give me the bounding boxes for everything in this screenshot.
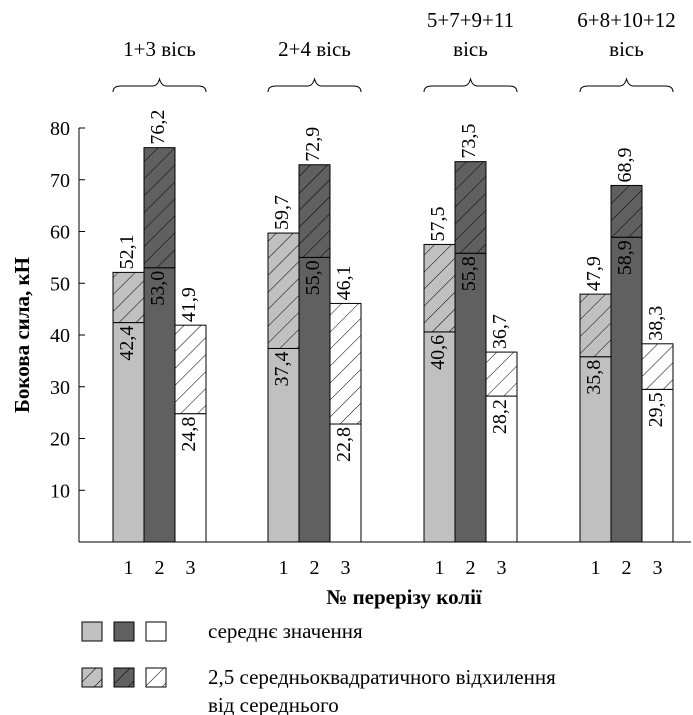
bar-mean-label: 37,4 [271,351,293,386]
bar-mean-label: 42,4 [116,326,138,361]
bar-total-label: 57,5 [427,206,449,241]
group-title-line: вісь [453,37,488,61]
bar-mean [454,252,487,543]
bar-mean [174,413,207,543]
x-tick-label: 3 [653,557,663,579]
bar-mean [329,423,362,543]
group-brace [423,77,518,93]
bar-mean [485,395,518,543]
group-brace [112,77,207,93]
x-tick-label: 1 [279,557,289,579]
bar-deviation [174,324,207,415]
bar-mean [423,331,456,543]
bar-deviation [267,232,300,349]
x-tick-label: 2 [310,557,320,579]
bar-group: 1+3 вісь 52,1 42,4 1 76,2 53,0 2 41,9 24,8 3 [112,37,207,579]
bar-deviation [423,243,456,333]
legend-item: середнє значення [81,619,363,643]
group-title-line: 2+4 вісь [278,37,351,61]
bar-mean [610,236,643,543]
bar-mean-label: 29,5 [645,392,667,427]
legend-swatch [81,621,103,642]
legend-swatch [113,621,135,642]
bar-mean-label: 22,8 [333,427,355,462]
x-tick-label: 1 [435,557,445,579]
bar-deviation [298,164,331,258]
bar-mean-label: 35,8 [583,360,605,395]
bar-group: 6+8+10+12 вісь 47,9 35,8 1 68,9 58,9 2 38,3 29,5 3 [577,8,676,579]
group-title-line: 5+7+9+11 [427,8,514,32]
group-title-line: вісь [609,37,644,61]
y-ticks: 10 20 30 40 50 60 70 80 [50,118,85,502]
group-brace [579,77,674,93]
bar-total-label: 52,1 [116,234,138,269]
group-brace [267,77,362,93]
bar-deviation [329,302,362,425]
x-tick-label: 2 [622,557,632,579]
x-tick-label: 3 [186,557,196,579]
bar-total-label: 41,9 [178,287,200,322]
bar-mean-label: 53,0 [147,271,169,306]
y-tick-label: 10 [50,480,70,502]
y-tick-label: 30 [50,377,70,399]
y-axis-label: Бокова сила, кН [10,257,34,413]
legend-swatch [113,667,135,688]
legend-swatch [81,667,103,688]
bar-mean-label: 24,8 [178,417,200,452]
bar-deviation [143,147,176,269]
y-tick-label: 70 [50,170,70,192]
y-tick-label: 40 [50,325,70,347]
bar-deviation [454,161,487,254]
bar-total-label: 46,1 [333,265,355,300]
bar-mean-label: 58,9 [614,240,636,275]
x-tick-label: 1 [124,557,134,579]
bar-mean [579,356,612,543]
y-tick-label: 20 [50,429,70,451]
legend-swatch [145,667,167,688]
bar-mean-label: 55,0 [302,260,324,295]
legend-item: 2,5 середньоквадратичного відхилення від … [81,665,556,715]
bar-deviation [485,351,518,397]
y-tick-label: 50 [50,273,70,295]
x-tick-label: 3 [341,557,351,579]
y-tick-label: 60 [50,222,70,244]
x-tick-label: 3 [497,557,507,579]
bar-mean [298,256,331,543]
bar-total-label: 38,3 [645,306,667,341]
bar-mean [641,388,674,543]
bar-total-label: 73,5 [458,124,480,159]
bar-total-label: 72,9 [302,127,324,162]
bar-total-label: 47,9 [583,256,605,291]
group-title-line: 6+8+10+12 [577,8,676,32]
bar-mean-label: 40,6 [427,335,449,370]
bar-deviation [641,343,674,390]
bar-total-label: 59,7 [271,195,293,230]
x-tick-label: 2 [466,557,476,579]
bar-mean-label: 28,2 [489,399,511,434]
bar-total-label: 36,7 [489,314,511,349]
legend-label-line: середнє значення [208,619,363,643]
x-tick-label: 1 [591,557,601,579]
x-axis-label: № перерізу колії [326,585,482,609]
bar-total-label: 68,9 [614,147,636,182]
x-tick-label: 2 [155,557,165,579]
legend-swatch [145,621,167,642]
bar-group: 2+4 вісь 59,7 37,4 1 72,9 55,0 2 46,1 22,8 3 [267,37,362,579]
legend: середнє значення 2,5 середньоквадратичног… [81,619,556,715]
bar-mean-label: 55,8 [458,256,480,291]
bar-deviation [112,271,145,324]
bar-mean [267,347,300,543]
legend-label-line: від середнього [208,693,339,715]
bar-deviation [610,184,643,238]
bar-deviation [579,293,612,358]
group-title-line: 1+3 вісь [123,37,196,61]
y-tick-label: 80 [50,118,70,140]
bar-total-label: 76,2 [147,110,169,145]
bar-mean [143,267,176,543]
bar-group: 5+7+9+11 вісь 57,5 40,6 1 73,5 55,8 2 36,7 28,2 3 [423,8,518,579]
legend-label-line: 2,5 середньоквадратичного відхилення [208,665,556,689]
